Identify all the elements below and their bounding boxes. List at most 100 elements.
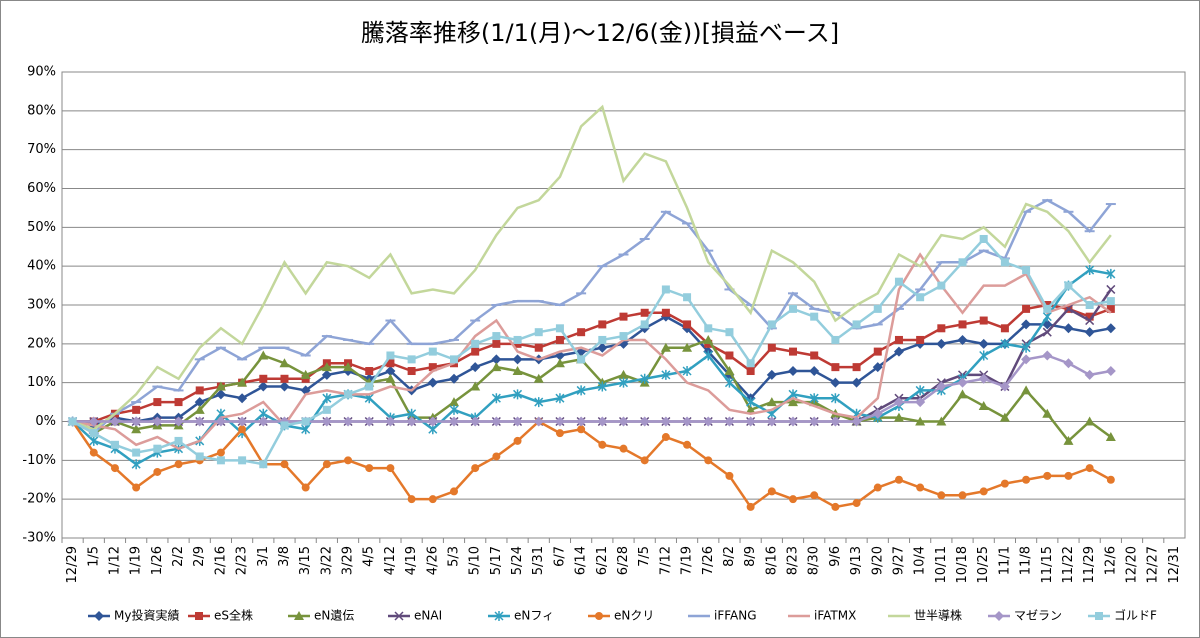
marker — [810, 351, 819, 360]
marker — [279, 381, 290, 392]
marker — [894, 335, 903, 344]
marker — [449, 355, 458, 364]
marker — [745, 404, 756, 414]
marker — [407, 367, 416, 376]
x-tick-label: 2/2 — [171, 546, 186, 567]
marker — [830, 393, 840, 404]
marker — [893, 397, 904, 408]
x-tick-label: 2/9 — [192, 546, 207, 567]
marker — [237, 393, 248, 404]
marker — [936, 416, 947, 426]
marker — [577, 328, 586, 337]
marker — [936, 338, 947, 349]
marker — [958, 320, 967, 329]
marker — [1085, 265, 1095, 276]
series — [68, 234, 1115, 469]
marker — [1000, 338, 1010, 349]
x-tick-label: 7/5 — [637, 546, 652, 567]
marker — [301, 483, 310, 492]
marker — [174, 436, 183, 445]
marker — [978, 373, 989, 384]
marker — [471, 464, 480, 473]
marker — [492, 332, 501, 341]
marker — [937, 324, 946, 333]
marker — [660, 416, 671, 427]
marker — [682, 342, 693, 352]
marker — [1022, 475, 1031, 484]
marker — [88, 416, 99, 427]
marker — [427, 377, 438, 388]
marker — [365, 382, 374, 391]
marker — [830, 416, 841, 427]
marker — [894, 475, 903, 484]
marker — [407, 355, 416, 364]
marker — [1063, 323, 1074, 334]
marker — [597, 381, 607, 392]
x-tick-label: 10/4 — [913, 546, 928, 575]
x-tick-label: 6/28 — [616, 546, 631, 575]
marker — [810, 312, 819, 321]
marker — [1085, 301, 1094, 309]
marker — [427, 416, 438, 427]
y-tick-label: 10% — [27, 375, 56, 390]
x-tick-label: 11/29 — [1082, 546, 1097, 583]
marker — [746, 359, 755, 368]
marker — [788, 366, 799, 377]
marker — [132, 448, 141, 457]
marker — [682, 416, 693, 427]
x-tick-label: 9/6 — [828, 546, 843, 567]
x-tick-label: 7/12 — [658, 546, 673, 575]
marker — [999, 412, 1010, 422]
marker — [1000, 258, 1009, 267]
marker — [428, 363, 437, 372]
marker — [195, 386, 204, 395]
marker — [724, 416, 735, 427]
y-tick-label: -20% — [22, 492, 56, 507]
marker — [597, 416, 608, 427]
marker — [661, 433, 670, 442]
marker — [1043, 304, 1052, 313]
marker — [1106, 284, 1116, 294]
marker — [153, 444, 162, 453]
marker — [555, 324, 564, 333]
marker — [132, 483, 141, 492]
marker — [872, 362, 883, 373]
marker — [492, 452, 501, 461]
marker — [661, 285, 670, 294]
marker — [448, 416, 459, 427]
marker — [344, 390, 353, 399]
marker — [491, 393, 501, 404]
x-tick-label: 1/12 — [107, 546, 122, 575]
marker — [703, 350, 713, 361]
marker — [1000, 324, 1009, 333]
marker — [979, 316, 988, 325]
marker — [872, 408, 883, 419]
legend-label: eNフィ — [514, 609, 554, 623]
marker — [216, 456, 225, 465]
x-tick-label: 9/20 — [870, 546, 885, 575]
legend-label: iFFANG — [714, 609, 757, 623]
marker — [618, 377, 629, 388]
marker — [533, 373, 544, 383]
marker — [598, 320, 607, 329]
series-line — [72, 252, 1112, 451]
marker — [448, 373, 459, 384]
marker — [152, 416, 163, 427]
marker — [576, 416, 587, 427]
legend-label: eN遺伝 — [314, 608, 354, 623]
x-tick-label: 3/22 — [319, 546, 334, 575]
marker — [915, 397, 926, 408]
marker — [555, 335, 564, 344]
marker — [1105, 432, 1116, 442]
x-tick-label: 5/17 — [489, 546, 504, 575]
marker — [215, 389, 226, 400]
marker — [619, 444, 628, 453]
marker — [386, 464, 395, 473]
marker — [916, 335, 925, 344]
marker — [554, 358, 565, 368]
marker — [491, 362, 502, 372]
marker — [999, 381, 1010, 392]
y-tick-label: 40% — [27, 259, 56, 274]
marker — [365, 464, 374, 473]
